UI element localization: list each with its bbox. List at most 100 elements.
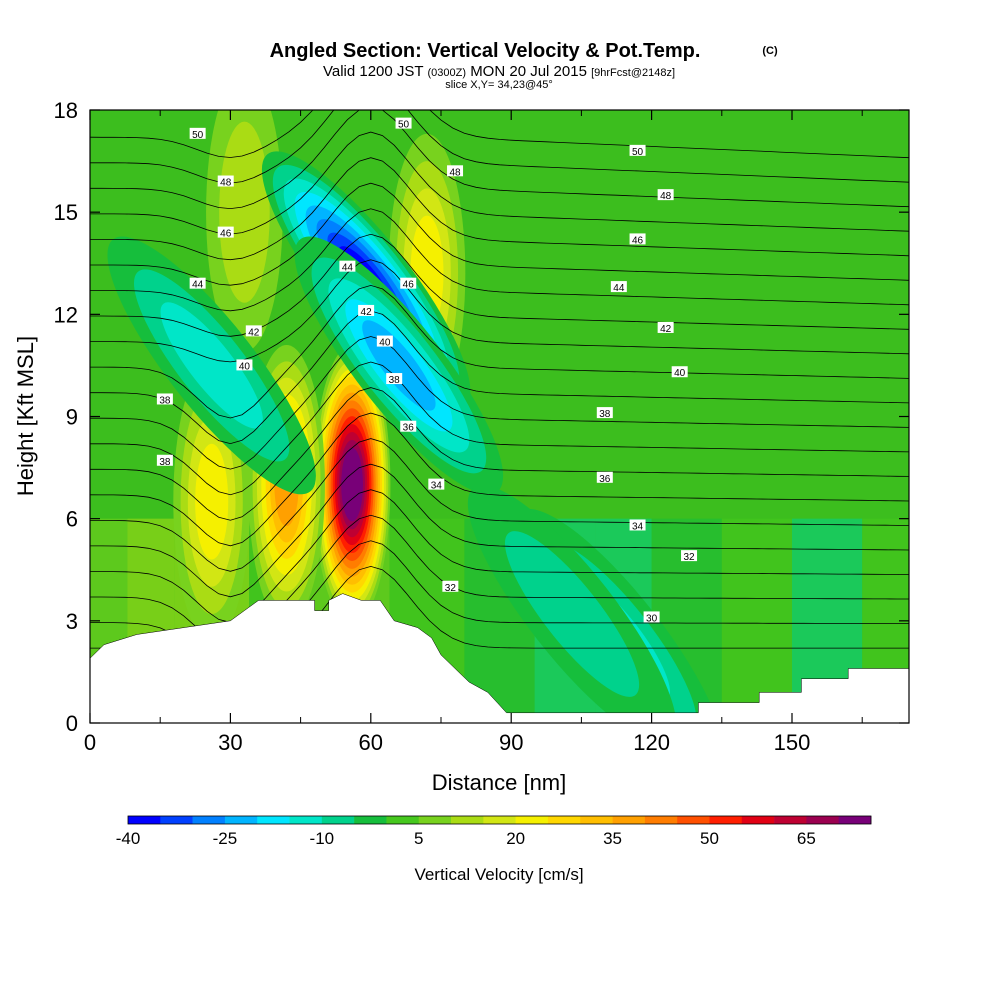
theta-label-bg bbox=[596, 407, 613, 419]
colorbar-tick-label: -25 bbox=[213, 829, 238, 848]
theta-label: 34 bbox=[428, 478, 445, 492]
theta-label-bg bbox=[217, 226, 234, 238]
theta-labels: 50 48 46 44 42 40 38 38 44 42 40 38 36 34 32 50 46 48 50 48… bbox=[156, 117, 698, 624]
theta-label-text: 40 bbox=[379, 338, 391, 349]
colorbar-swatch bbox=[709, 816, 743, 824]
theta-label-bg bbox=[428, 478, 445, 490]
colorbar-swatch bbox=[838, 816, 872, 824]
colorbar-swatch bbox=[418, 816, 452, 824]
theta-label: 48 bbox=[217, 175, 234, 189]
colorbar-tick-label: 50 bbox=[700, 829, 719, 848]
x-tick-label: 30 bbox=[218, 730, 242, 755]
chart-title: Angled Section: Vertical Velocity & Pot.… bbox=[270, 40, 701, 62]
theta-label-text: 46 bbox=[403, 280, 415, 291]
colorbar-swatch bbox=[677, 816, 710, 824]
theta-label: 50 bbox=[395, 117, 412, 131]
theta-label-bg bbox=[386, 373, 403, 385]
updraft-core bbox=[195, 443, 229, 560]
theta-contour-line bbox=[90, 463, 909, 598]
theta-label-text: 38 bbox=[599, 409, 611, 420]
theta-label-text: 48 bbox=[220, 178, 232, 189]
colorbar-tick-label: 35 bbox=[603, 829, 622, 848]
theta-label-bg bbox=[643, 611, 660, 623]
colorbar-swatch bbox=[644, 816, 678, 824]
title-unit: (C) bbox=[762, 45, 778, 57]
theta-label: 42 bbox=[245, 325, 262, 338]
theta-label-text: 32 bbox=[445, 583, 457, 594]
colorbar-tick-label: -40 bbox=[116, 829, 141, 848]
theta-contour-line bbox=[90, 259, 909, 363]
theta-label: 38 bbox=[386, 373, 403, 386]
theta-label: 40 bbox=[236, 359, 253, 372]
x-tick-label: 0 bbox=[84, 730, 96, 755]
theta-label-bg bbox=[442, 580, 459, 592]
theta-label: 32 bbox=[442, 580, 459, 594]
colorbar-swatch bbox=[774, 816, 807, 824]
theta-label-text: 40 bbox=[239, 361, 251, 372]
theta-contour-line bbox=[90, 233, 909, 337]
theta-label: 44 bbox=[610, 281, 627, 294]
colorbar-swatch bbox=[741, 816, 775, 824]
theta-label-bg bbox=[657, 189, 674, 201]
downdraft-core bbox=[504, 531, 640, 697]
theta-label-bg bbox=[339, 260, 356, 272]
colorbar-swatch bbox=[612, 816, 646, 824]
x-axis-label: Distance [nm] bbox=[432, 770, 567, 795]
colorbar-swatch bbox=[160, 816, 193, 824]
theta-label: 48 bbox=[447, 165, 464, 178]
y-axis-label: Height [Kft MSL] bbox=[13, 336, 38, 496]
theta-label-bg bbox=[657, 321, 674, 333]
colorbar-swatch bbox=[451, 816, 484, 824]
theta-label-text: 42 bbox=[361, 307, 373, 318]
theta-label-text: 30 bbox=[646, 613, 658, 624]
theta-label-text: 44 bbox=[342, 263, 354, 274]
colorbar-tick-label: 20 bbox=[506, 829, 525, 848]
colorbar-swatch bbox=[806, 816, 839, 824]
y-tick-label: 15 bbox=[54, 200, 78, 225]
theta-label: 40 bbox=[376, 335, 393, 349]
theta-label-bg bbox=[358, 304, 375, 316]
theta-contour-line bbox=[90, 110, 909, 159]
theta-label-text: 46 bbox=[220, 229, 232, 240]
theta-label-bg bbox=[681, 550, 698, 562]
colorbar-swatch bbox=[547, 816, 581, 824]
y-tick-label: 9 bbox=[66, 405, 78, 430]
theta-label-text: 48 bbox=[660, 191, 672, 202]
velocity-cores bbox=[107, 110, 724, 723]
theta-label-bg bbox=[395, 117, 412, 129]
theta-label-text: 44 bbox=[192, 280, 204, 291]
colorbar-tick-label: -10 bbox=[310, 829, 335, 848]
theta-label-text: 38 bbox=[159, 457, 171, 468]
theta-contour-line bbox=[90, 310, 909, 445]
theta-label: 38 bbox=[156, 454, 173, 468]
theta-label-text: 34 bbox=[632, 521, 644, 532]
velocity-stripe bbox=[721, 518, 792, 723]
colorbar-frame bbox=[127, 815, 872, 825]
theta-label: 50 bbox=[189, 127, 206, 141]
theta-label-bg bbox=[400, 277, 417, 289]
theta-contour-line bbox=[90, 361, 909, 496]
valid-time-line: Valid 1200 JST (0300Z) MON 20 Jul 2015 [… bbox=[323, 63, 675, 80]
theta-label-bg bbox=[189, 127, 206, 139]
y-tick-label: 6 bbox=[66, 507, 78, 532]
x-tick-label: 120 bbox=[633, 730, 670, 755]
theta-label-bg bbox=[596, 471, 613, 483]
colorbar-swatch bbox=[580, 816, 613, 824]
theta-label-bg bbox=[629, 519, 646, 531]
colorbar: -40 -25 -10 5 20 35 50 65 bbox=[116, 815, 872, 848]
theta-label-text: 50 bbox=[398, 120, 410, 131]
theta-label: 42 bbox=[657, 321, 674, 335]
theta-label-bg bbox=[671, 366, 688, 378]
theta-label: 50 bbox=[629, 144, 646, 158]
theta-contour-line bbox=[90, 284, 909, 419]
theta-label-bg bbox=[447, 165, 464, 177]
theta-label-bg bbox=[629, 144, 646, 156]
colorbar-label: Vertical Velocity [cm/s] bbox=[414, 865, 583, 884]
theta-label: 38 bbox=[596, 407, 613, 420]
colorbar-swatch bbox=[257, 816, 290, 824]
theta-label-bg bbox=[156, 454, 173, 466]
theta-label-text: 42 bbox=[660, 324, 672, 335]
theta-label-bg bbox=[189, 277, 206, 289]
